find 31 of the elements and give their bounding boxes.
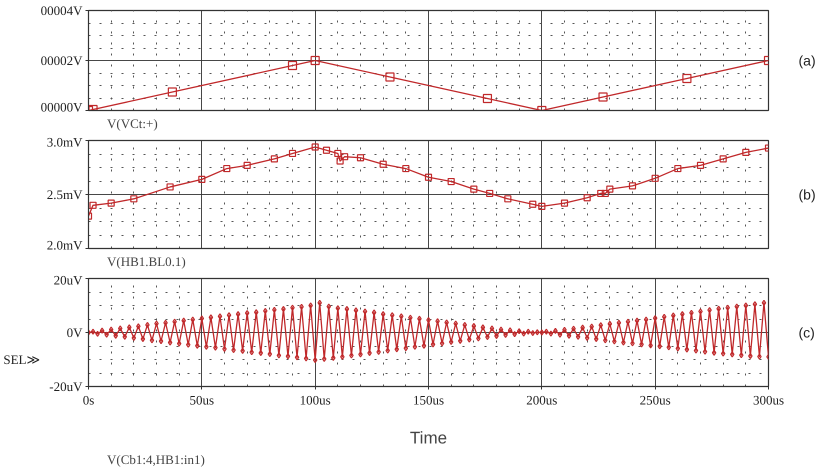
y-tick-label: 3.0mV [46, 134, 84, 150]
point [310, 56, 320, 66]
text: V(HB1.BL0.1) [107, 254, 186, 270]
y-tick-label: 2.0mV [46, 238, 84, 252]
text: V(Cb1:4,HB1:in1) [107, 452, 205, 468]
y-tick-label: 00004V [40, 3, 84, 18]
x-axis-title: Time [410, 428, 448, 448]
point [385, 72, 395, 82]
x-tick-label: 150us [412, 392, 444, 408]
point [288, 60, 298, 70]
x-tick-label: 300us [752, 392, 784, 408]
x-tick-label: 200us [526, 392, 558, 408]
text: (a) [798, 52, 816, 68]
y-tick-label: 00002V [40, 53, 84, 68]
text: (c) [798, 324, 815, 340]
x-tick-label: 50us [190, 392, 214, 408]
y-tick-label: 0V [66, 325, 84, 340]
x-tick-label: 250us [640, 392, 671, 408]
y-tick-label: 00000V [40, 100, 84, 114]
text: SEL≫ [3, 352, 41, 367]
y-tick-label: 20uV [54, 272, 84, 288]
text: (b) [798, 186, 816, 202]
series-label: V(VCt:+) [107, 116, 158, 132]
x-tick-label: 100us [300, 392, 331, 408]
point [482, 94, 492, 104]
point [682, 74, 692, 84]
point [168, 87, 177, 97]
y-tick-label: -20uV [49, 379, 84, 394]
y-tick-label: 2.5mV [46, 187, 84, 202]
point [598, 92, 608, 102]
x-tick-label: 0s [82, 392, 94, 408]
